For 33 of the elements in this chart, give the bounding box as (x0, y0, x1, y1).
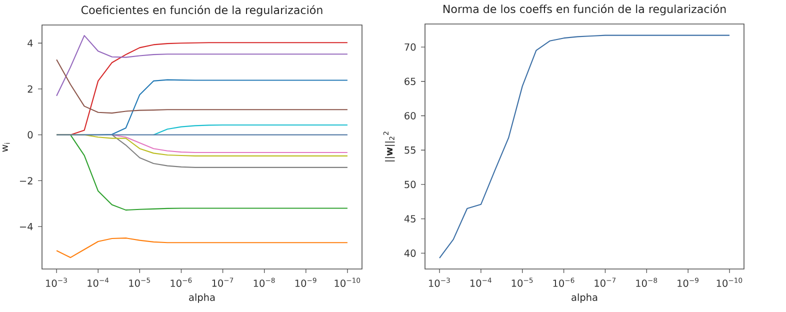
y-tick-label: −2 (20, 177, 32, 184)
x-tick-label: 10$^{−9}$ (678, 278, 698, 287)
y-tick-label: 2 (28, 85, 32, 93)
y-tick-label: 4 (28, 40, 33, 47)
x-tick-label: 10$^{−7}$ (212, 278, 234, 287)
y-axis-title: w$_{i}$ (2, 143, 10, 152)
chart-title: Norma de los coeffs en función de la regularización (444, 4, 726, 16)
y-tick-label: 0 (28, 131, 33, 139)
x-tick-label: 10$^{−5}$ (129, 278, 150, 287)
y-tick-label: 55 (404, 146, 416, 154)
y-tick-label: 50 (404, 180, 416, 188)
x-tick-label: 10$^{−3}$ (429, 278, 450, 287)
y-tick-label: 65 (404, 78, 416, 86)
x-tick-label: 10$^{−9}$ (295, 278, 316, 287)
x-tick-label: 10$^{−5}$ (512, 278, 533, 287)
y-tick-label: −4 (20, 223, 33, 230)
y-tick-label: 60 (404, 112, 416, 120)
x-tick-label: 10$^{−7}$ (594, 278, 616, 287)
x-axis-title: alpha (189, 293, 215, 303)
y-tick-label: 70 (404, 43, 416, 51)
x-axis-title: alpha (572, 293, 598, 303)
x-tick-label: 10$^{−10}$ (334, 278, 360, 287)
x-tick-label: 10$^{−6}$ (170, 278, 192, 287)
chart-title: Coeficientes en función de la regularización (81, 5, 322, 16)
x-tick-label: 10$^{−3}$ (46, 278, 67, 287)
y-tick-label: 40 (404, 250, 416, 257)
x-tick-label: 10$^{−4}$ (88, 278, 109, 287)
x-tick-label: 10$^{−4}$ (470, 278, 492, 287)
x-tick-label: 10$^{−8}$ (254, 278, 275, 287)
x-tick-label: 10$^{−10}$ (716, 278, 742, 287)
y-tick-label: 45 (404, 215, 416, 222)
x-tick-label: 10$^{−6}$ (553, 278, 574, 287)
x-tick-label: 10$^{−8}$ (636, 278, 658, 287)
